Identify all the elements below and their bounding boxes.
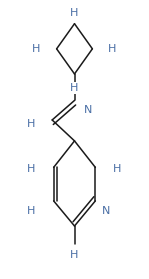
Text: H: H — [113, 164, 121, 174]
Text: H: H — [27, 164, 35, 174]
Text: H: H — [70, 8, 79, 18]
Text: H: H — [27, 119, 35, 129]
Text: H: H — [27, 206, 35, 216]
Text: N: N — [102, 206, 111, 216]
Text: H: H — [108, 44, 117, 54]
Text: H: H — [32, 44, 41, 54]
Text: H: H — [70, 83, 79, 93]
Text: N: N — [84, 105, 92, 115]
Text: H: H — [70, 250, 79, 260]
